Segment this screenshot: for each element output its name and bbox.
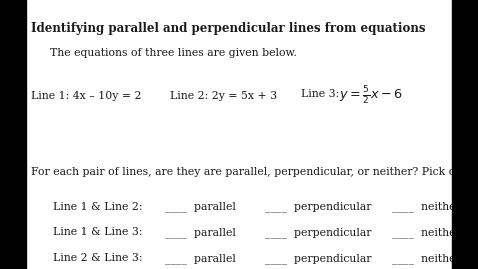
- Text: ____  perpendicular: ____ perpendicular: [265, 202, 372, 213]
- Text: Line 1: 4x – 10y = 2: Line 1: 4x – 10y = 2: [31, 91, 141, 101]
- Text: Line 2: 2y = 5x + 3: Line 2: 2y = 5x + 3: [170, 91, 277, 101]
- Text: Line 1 & Line 3:: Line 1 & Line 3:: [53, 227, 142, 237]
- Text: For each pair of lines, are they are parallel, perpendicular, or neither? Pick o: For each pair of lines, are they are par…: [31, 167, 472, 177]
- Text: $y = \frac{5}{2}x - 6$: $y = \frac{5}{2}x - 6$: [339, 85, 403, 107]
- Text: Line 2 & Line 3:: Line 2 & Line 3:: [53, 253, 142, 263]
- Text: Identifying parallel and perpendicular lines from equations: Identifying parallel and perpendicular l…: [31, 22, 425, 34]
- Text: ____  perpendicular: ____ perpendicular: [265, 253, 372, 264]
- Text: ____  neither: ____ neither: [392, 202, 461, 213]
- Text: ____  perpendicular: ____ perpendicular: [265, 227, 372, 238]
- Text: Line 3:: Line 3:: [301, 89, 343, 99]
- Text: The equations of three lines are given below.: The equations of three lines are given b…: [50, 48, 297, 58]
- Text: ____  neither: ____ neither: [392, 253, 461, 264]
- Text: ____  parallel: ____ parallel: [165, 253, 236, 264]
- Text: ____  parallel: ____ parallel: [165, 202, 236, 213]
- Text: ____  neither: ____ neither: [392, 227, 461, 238]
- Text: ____  parallel: ____ parallel: [165, 227, 236, 238]
- Text: Line 1 & Line 2:: Line 1 & Line 2:: [53, 202, 142, 212]
